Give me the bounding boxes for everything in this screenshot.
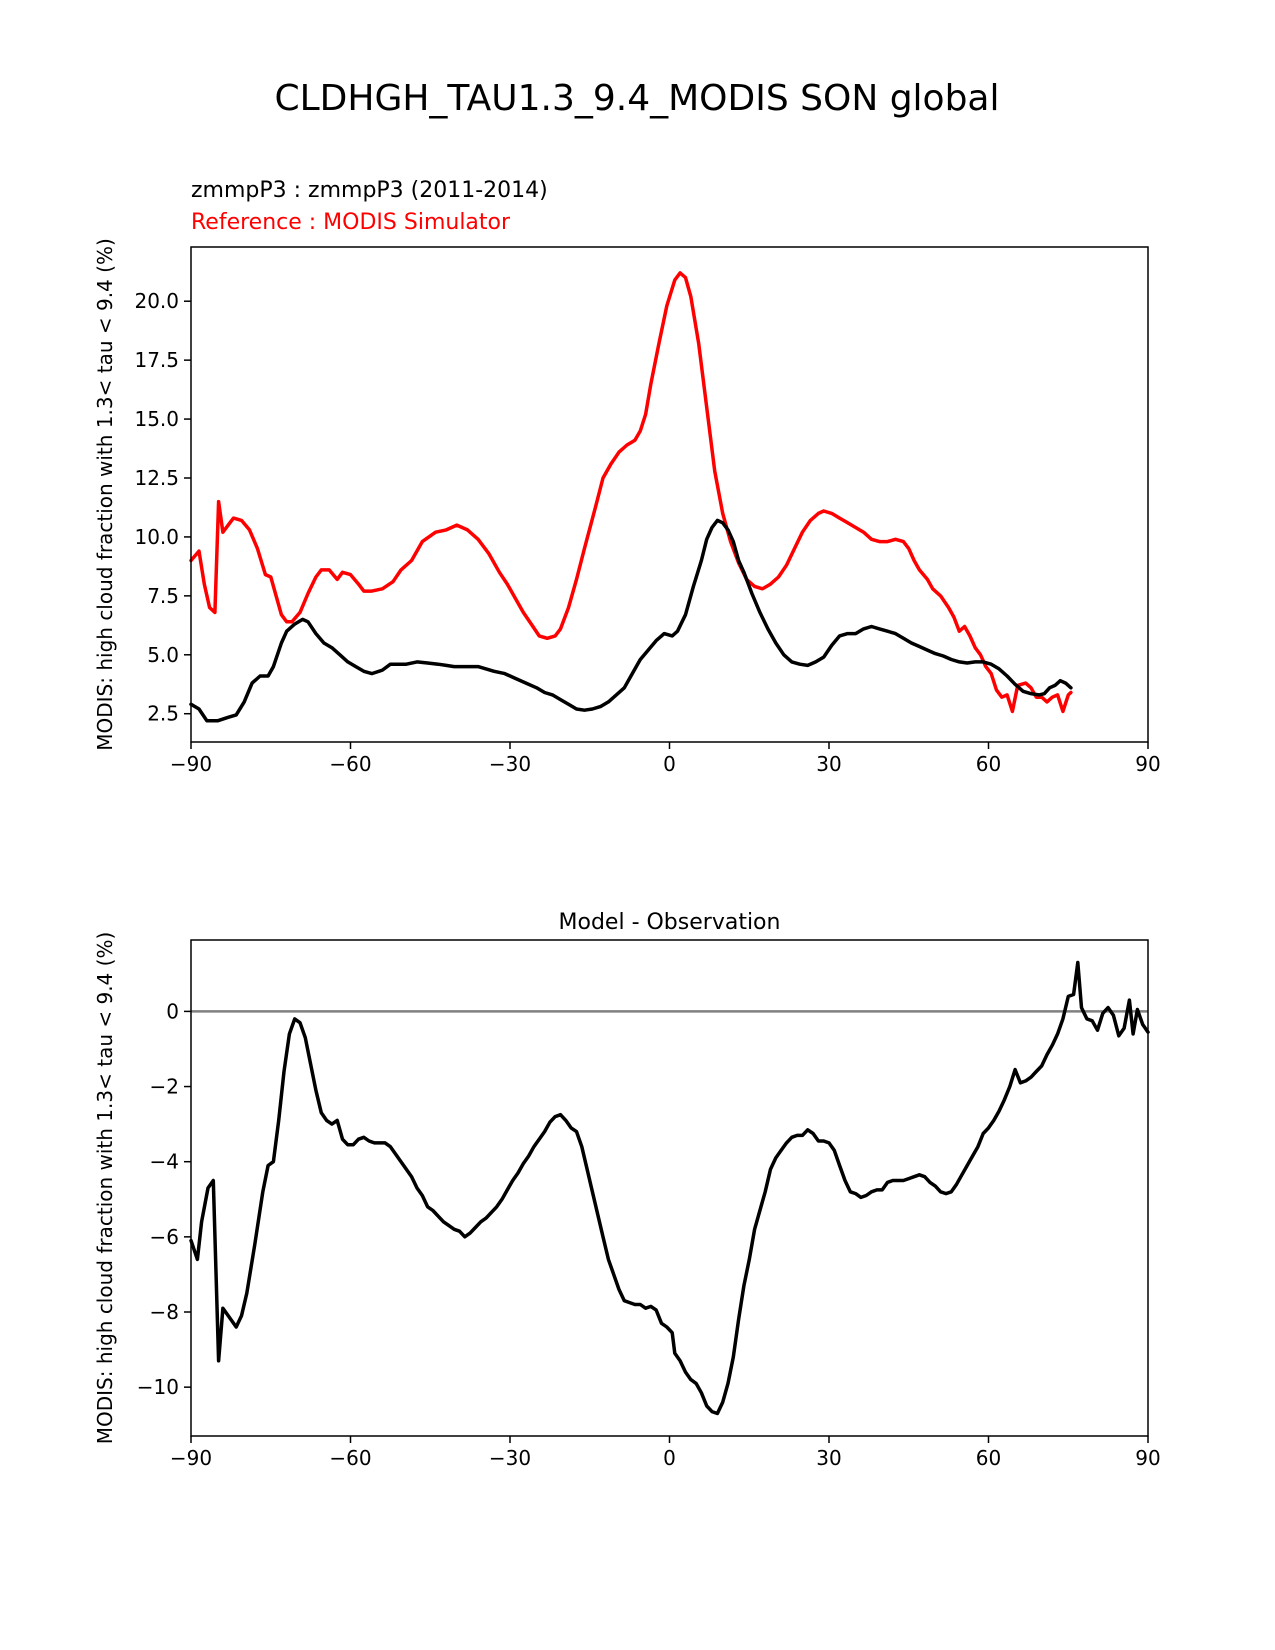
difference-title: Model - Observation bbox=[559, 910, 781, 935]
x-tick-label: 90 bbox=[1135, 1446, 1160, 1470]
x-tick-label: 0 bbox=[663, 752, 676, 776]
top-y-axis-label: MODIS: high cloud fraction with 1.3< tau… bbox=[93, 238, 117, 750]
x-tick-label: 0 bbox=[663, 1446, 676, 1470]
y-tick-label: 2.5 bbox=[147, 702, 179, 726]
model-line bbox=[189, 518, 1073, 723]
y-tick-label: 7.5 bbox=[147, 584, 179, 608]
y-tick-label: −8 bbox=[150, 1300, 179, 1324]
x-tick-label: −90 bbox=[170, 752, 212, 776]
x-tick-label: −30 bbox=[489, 1446, 531, 1470]
bottom-panel: Model - Observation −90 −60 −30 0 30 60 90−10−… bbox=[93, 910, 1161, 1470]
x-tick-label: −90 bbox=[170, 1446, 212, 1470]
top-ticks: −90 −60 −30 0 30 60 90 2.5 5.0 7.5 10.0 12.5 15.0 17.… bbox=[134, 289, 1160, 776]
y-tick-label: −2 bbox=[150, 1075, 179, 1099]
y-tick-label: 17.5 bbox=[134, 348, 179, 372]
x-tick-label: −60 bbox=[329, 1446, 371, 1470]
x-tick-label: −30 bbox=[489, 752, 531, 776]
top-series bbox=[189, 271, 1073, 723]
model-label: zmmpP3 : zmmpP3 (2011-2014) bbox=[191, 178, 548, 203]
y-tick-label: 12.5 bbox=[134, 466, 179, 490]
bottom-series bbox=[189, 960, 1150, 1416]
x-tick-label: 30 bbox=[816, 1446, 841, 1470]
reference-label: Reference : MODIS Simulator bbox=[191, 210, 511, 235]
figure-title: CLDHGH_TAU1.3_9.4_MODIS SON global bbox=[274, 78, 999, 119]
x-tick-label: −60 bbox=[329, 752, 371, 776]
y-tick-label: 5.0 bbox=[147, 643, 179, 667]
x-tick-label: 90 bbox=[1135, 752, 1160, 776]
y-tick-label: −6 bbox=[150, 1225, 179, 1249]
y-tick-label: −10 bbox=[137, 1375, 179, 1399]
bottom-y-axis-label: MODIS: high cloud fraction with 1.3< tau… bbox=[93, 932, 117, 1444]
reference-line bbox=[189, 271, 1073, 714]
y-tick-label: 0 bbox=[166, 999, 179, 1023]
top-axes-frame bbox=[190, 246, 1149, 743]
y-tick-label: −4 bbox=[150, 1150, 179, 1174]
bottom-axes-frame bbox=[190, 939, 1149, 1437]
x-tick-label: 30 bbox=[816, 752, 841, 776]
y-tick-label: 15.0 bbox=[134, 407, 179, 431]
bottom-ticks: −90 −60 −30 0 30 60 90 −10 −8 −6 −4 −2 0 bbox=[137, 999, 1161, 1470]
x-tick-label: 60 bbox=[976, 752, 1001, 776]
top-panel: zmmpP3 : zmmpP3 (2011-2014) Reference : … bbox=[93, 178, 1161, 776]
y-tick-label: 10.0 bbox=[134, 525, 179, 549]
x-tick-label: 60 bbox=[976, 1446, 1001, 1470]
y-tick-label: 20.0 bbox=[134, 289, 179, 313]
difference-line bbox=[189, 960, 1150, 1416]
